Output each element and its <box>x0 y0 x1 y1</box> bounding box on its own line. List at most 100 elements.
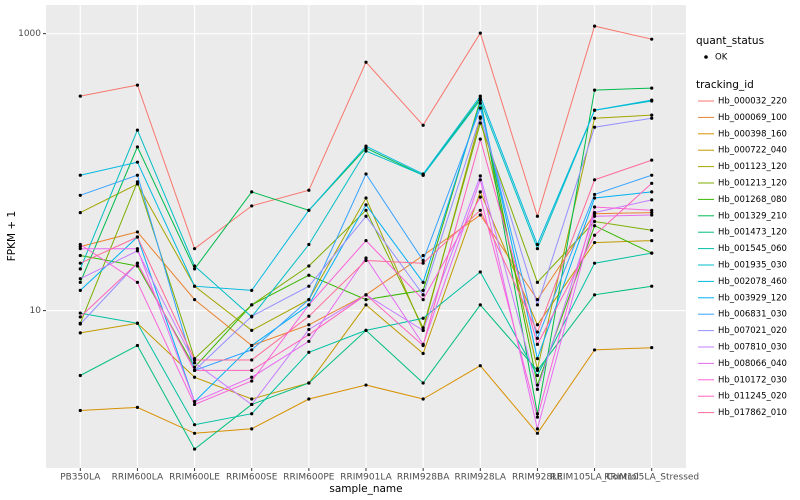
data-point <box>364 298 368 302</box>
data-point <box>592 116 597 120</box>
data-point <box>478 270 482 274</box>
data-point <box>592 88 597 92</box>
data-point <box>535 373 540 378</box>
data-point <box>535 247 540 251</box>
data-point <box>478 195 482 199</box>
data-point <box>478 213 482 217</box>
data-point <box>135 160 140 164</box>
data-point <box>421 351 425 356</box>
data-point <box>135 235 140 239</box>
data-point <box>78 94 82 98</box>
data-point <box>364 293 368 297</box>
data-point <box>135 247 140 251</box>
data-point <box>307 339 311 343</box>
data-point <box>650 173 654 177</box>
data-point <box>250 358 254 362</box>
data-point <box>478 31 482 35</box>
data-point <box>421 172 425 176</box>
data-point <box>535 427 540 431</box>
data-point <box>592 192 597 197</box>
data-point <box>307 314 311 318</box>
data-point <box>535 323 540 327</box>
legend-title: quant_status <box>696 35 764 47</box>
x-tick-label: RRIM600LE <box>169 473 220 483</box>
data-point <box>192 298 197 302</box>
data-point <box>478 174 482 178</box>
data-point <box>307 264 311 268</box>
legend-label: Hb_007021_020 <box>718 326 787 336</box>
data-point <box>78 211 82 215</box>
data-point <box>650 198 654 202</box>
x-tick-label: RRIM928LA <box>455 473 507 483</box>
data-point <box>535 357 540 361</box>
data-point <box>364 203 368 207</box>
data-point <box>192 267 197 271</box>
data-point <box>307 273 311 277</box>
legend-label: Hb_002078_460 <box>718 277 787 287</box>
data-point <box>250 314 254 318</box>
data-point <box>135 173 140 177</box>
legend-label: Hb_000722_040 <box>718 146 787 156</box>
data-point <box>135 83 140 87</box>
data-point <box>650 158 654 162</box>
data-point <box>592 125 597 129</box>
data-point <box>535 415 540 419</box>
data-point <box>364 214 368 218</box>
data-point <box>135 261 140 265</box>
data-point <box>421 343 425 348</box>
data-point <box>135 264 140 268</box>
data-point <box>421 316 425 320</box>
data-point <box>364 196 368 200</box>
data-point <box>192 400 197 404</box>
y-tick-label: 10 <box>30 306 42 316</box>
data-point <box>650 190 654 194</box>
data-point <box>535 387 540 391</box>
legend-label: Hb_008066_040 <box>718 359 787 369</box>
data-point <box>250 412 254 416</box>
data-point <box>250 343 254 348</box>
data-point <box>78 315 82 319</box>
data-point <box>478 106 482 110</box>
data-point <box>592 261 597 265</box>
data-point <box>135 343 140 348</box>
data-point <box>535 214 540 218</box>
data-point <box>592 178 597 182</box>
legend-title: tracking_id <box>696 79 754 91</box>
legend-label: Hb_007810_030 <box>718 343 787 353</box>
data-point <box>592 224 597 228</box>
x-tick-label: PB350LA <box>60 473 101 483</box>
data-point <box>192 402 197 407</box>
legend-label: Hb_001473_120 <box>718 228 787 238</box>
data-point <box>478 178 482 182</box>
data-point <box>78 267 82 271</box>
data-point <box>535 431 540 435</box>
data-point <box>192 358 197 362</box>
data-point <box>250 303 254 307</box>
data-point <box>535 330 540 334</box>
legend-label: Hb_001123_120 <box>718 162 787 172</box>
data-point <box>250 288 254 292</box>
data-point <box>421 328 425 332</box>
x-tick-label: RRIM600PE <box>283 473 335 483</box>
data-point <box>78 261 82 265</box>
data-point <box>78 408 82 413</box>
data-point <box>535 242 540 247</box>
data-point <box>421 253 425 258</box>
data-point <box>307 188 311 192</box>
data-point <box>364 258 368 263</box>
data-point <box>307 284 311 288</box>
data-point <box>592 240 597 245</box>
data-point <box>478 121 482 125</box>
legend-label: Hb_001935_030 <box>718 261 787 271</box>
data-point <box>307 333 311 337</box>
data-point <box>135 321 140 325</box>
data-point <box>250 328 254 332</box>
data-point <box>650 116 654 120</box>
data-point <box>535 412 540 416</box>
x-tick-label: RRIM928LE <box>512 473 563 483</box>
data-point <box>592 233 597 237</box>
data-point <box>478 115 482 119</box>
data-point <box>650 228 654 232</box>
data-point <box>135 280 140 284</box>
